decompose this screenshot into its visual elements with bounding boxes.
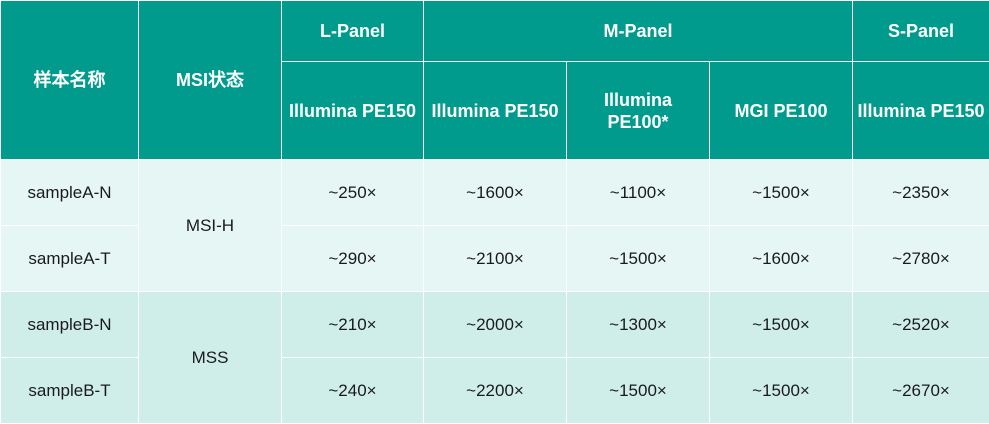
- cell-depth: ~240×: [282, 358, 424, 424]
- header-platform-m-mgi-pe100: MGI PE100: [710, 62, 853, 160]
- cell-depth: ~1500×: [567, 358, 710, 424]
- cell-depth: ~1600×: [710, 226, 853, 292]
- cell-depth: ~250×: [282, 160, 424, 226]
- cell-msi-status: MSS: [139, 292, 282, 424]
- cell-depth: ~1500×: [710, 292, 853, 358]
- cell-depth: ~290×: [282, 226, 424, 292]
- table-body: sampleA-N MSI-H ~250× ~1600× ~1100× ~150…: [1, 160, 989, 424]
- cell-depth: ~1500×: [567, 226, 710, 292]
- cell-depth: ~2350×: [853, 160, 989, 226]
- header-platform-s-illumina-pe150: Illumina PE150: [853, 62, 989, 160]
- cell-depth: ~2200×: [424, 358, 567, 424]
- cell-depth: ~1500×: [710, 358, 853, 424]
- cell-sample: sampleA-T: [1, 226, 139, 292]
- cell-depth: ~1600×: [424, 160, 567, 226]
- cell-sample: sampleB-N: [1, 292, 139, 358]
- cell-depth: ~2670×: [853, 358, 989, 424]
- header-m-panel: M-Panel: [424, 1, 853, 62]
- cell-depth: ~2520×: [853, 292, 989, 358]
- cell-sample: sampleB-T: [1, 358, 139, 424]
- table-row: sampleA-N MSI-H ~250× ~1600× ~1100× ~150…: [1, 160, 989, 226]
- table-row: sampleB-N MSS ~210× ~2000× ~1300× ~1500×…: [1, 292, 989, 358]
- cell-sample: sampleA-N: [1, 160, 139, 226]
- header-msi-status: MSI状态: [139, 1, 282, 160]
- cell-depth: ~1500×: [710, 160, 853, 226]
- cell-depth: ~1100×: [567, 160, 710, 226]
- cell-depth: ~2780×: [853, 226, 989, 292]
- header-platform-m-illumina-pe100: Illumina PE100*: [567, 62, 710, 160]
- table-header: 样本名称 MSI状态 L-Panel M-Panel S-Panel Illum…: [1, 1, 989, 160]
- cell-msi-status: MSI-H: [139, 160, 282, 292]
- header-platform-l-illumina-pe150: Illumina PE150: [282, 62, 424, 160]
- header-s-panel: S-Panel: [853, 1, 989, 62]
- header-sample-name: 样本名称: [1, 1, 139, 160]
- cell-depth: ~2000×: [424, 292, 567, 358]
- header-l-panel: L-Panel: [282, 1, 424, 62]
- cell-depth: ~2100×: [424, 226, 567, 292]
- header-row-panels: 样本名称 MSI状态 L-Panel M-Panel S-Panel: [1, 1, 989, 62]
- cell-depth: ~1300×: [567, 292, 710, 358]
- header-platform-m-illumina-pe150: Illumina PE150: [424, 62, 567, 160]
- cell-depth: ~210×: [282, 292, 424, 358]
